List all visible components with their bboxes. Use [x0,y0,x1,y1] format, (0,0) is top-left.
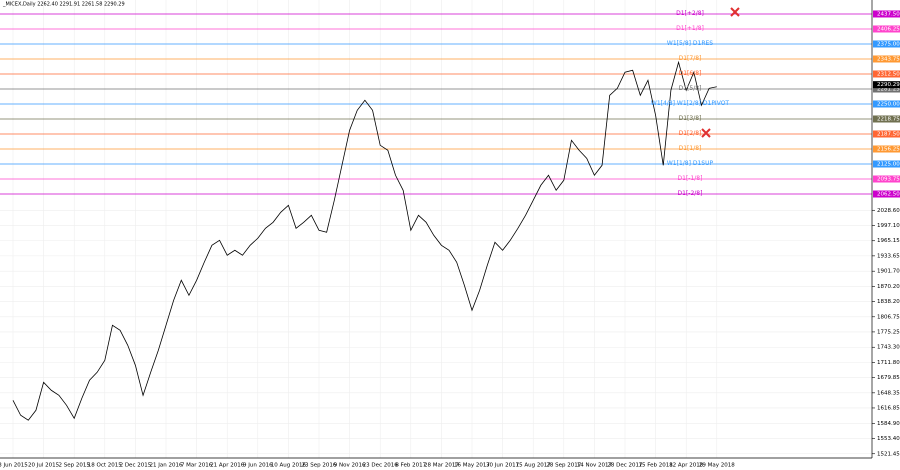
x-tick-label: 7 Mar 2016 [181,463,213,469]
level-name: D1[6/8] [679,70,702,77]
y-tick-label: 1711.80 [877,360,900,366]
x-tick-label: 18 Oct 2015 [88,463,123,469]
level-name: D1[+1/8] [676,25,704,32]
x-tick-label: 23 Dec 2016 [363,463,399,469]
level-price-box [873,175,900,183]
y-tick-label: 1616.85 [877,405,900,411]
level-name: D1[-1/8] [678,175,703,182]
y-tick-label: 1965.15 [877,238,900,244]
chart-header: _MICEX,Daily 2262.40 2291.91 2261.58 229… [2,2,125,8]
y-tick-label: 1997.10 [877,223,900,229]
level-price-box [873,85,900,93]
level-name: D1[+2/8] [676,10,704,17]
y-tick-label: 1901.70 [877,269,900,275]
x-tick-label: 15 Feb 2018 [638,463,673,469]
level-price-box [873,145,900,153]
y-tick-label: 1933.65 [877,253,900,259]
level-price-label: 2156.25 [877,146,900,152]
level-name: D1[5/8] [679,85,702,92]
x-tick-label: 23 Sep 2016 [302,463,337,469]
marker-cross [701,7,740,138]
level-price-box [873,190,900,198]
level-price-box [873,10,900,18]
x-tick-label: 3 Jun 2015 [0,463,28,469]
level-price-box [873,25,900,33]
level-price-box [873,55,900,63]
x-tick-label: 29 May 2018 [699,463,735,469]
level-price-box [873,130,900,138]
level-price-label: 2343.75 [877,56,900,62]
level-price-label: 2375.00 [877,41,900,47]
x-tick-label: 20 Jul 2015 [28,463,60,469]
level-price-box [873,40,900,48]
x-tick-label: 21 Jan 2016 [150,463,183,469]
y-tick-label: 1838.20 [877,299,900,305]
level-name: D1[-2/8] [678,190,703,197]
price-line [12,60,717,421]
level-price-box [873,160,900,168]
plot [12,60,717,421]
level-name: D1[1/8] [679,145,702,152]
level-name: D1[3/8] [679,115,702,122]
level-name: W1[1/8] D1SUP [667,160,714,167]
x-tick-label: 28 Dec 2017 [607,463,643,469]
x-tick-label: 28 Sep 2017 [546,463,581,469]
level-price-label: 2187.50 [877,131,900,137]
x-tick-label: 30 Jun 2017 [486,463,520,469]
level-price-label: 2125.00 [877,162,900,168]
level-price-label: 2281.25 [877,86,900,92]
level-name: W1[4/8] W1[2/8] D1PIVOT [651,100,730,107]
y-tick-label: 1743.30 [877,345,900,351]
level-price-label: 2406.25 [877,26,900,32]
x-tick-label: 10 Aug 2016 [271,463,307,469]
level-price-label: 2218.75 [877,116,900,122]
level-name: D1[2/8] [679,130,702,137]
level-price-label: 2250.00 [877,101,900,107]
y-tick-label: 1584.90 [877,421,900,427]
y-tick-label: 1679.85 [877,375,900,381]
x-tick-label: 2 Sep 2015 [59,463,91,469]
grid [0,0,872,458]
level-name: D1[7/8] [679,55,702,62]
x-tick-label: 21 Apr 2016 [210,463,245,469]
x-tick-label: 2 Dec 2015 [120,463,152,469]
level-price-label: 2062.50 [877,192,900,198]
level-price-label: 2312.50 [877,71,900,77]
level-price-box [873,70,900,78]
x-tick-label: 16 May 2017 [454,463,490,469]
x-tick-label: 9 Jun 2016 [243,463,273,469]
level-name: W1[5/8] D1RES [667,40,713,47]
level-price-label: 2093.75 [877,177,900,183]
x-tick-label: 15 Aug 2017 [516,463,552,469]
current-price-box [873,81,900,89]
x-tick-label: 9 Nov 2016 [334,463,366,469]
y-tick-label: 1521.45 [877,451,900,457]
x-tick-label: 28 Mar 2017 [424,463,459,469]
level-price-box [873,100,900,108]
x-tick-label: 8 Feb 2017 [395,463,426,469]
y-tick-label: 1806.75 [877,314,900,320]
level-price-label: 2437.50 [877,11,900,17]
y-tick-label: 1870.20 [877,284,900,290]
x-tick-label: 14 Nov 2017 [577,463,613,469]
y-tick-label: 1775.25 [877,329,900,335]
current-price-label: 2290.29 [877,82,900,88]
x-tick-label: 12 Apr 2018 [669,463,704,469]
y-tick-label: 1648.35 [877,390,900,396]
y-tick-label: 1553.40 [877,436,900,442]
y-tick-label: 2028.60 [877,208,900,214]
level-price-box [873,115,900,123]
